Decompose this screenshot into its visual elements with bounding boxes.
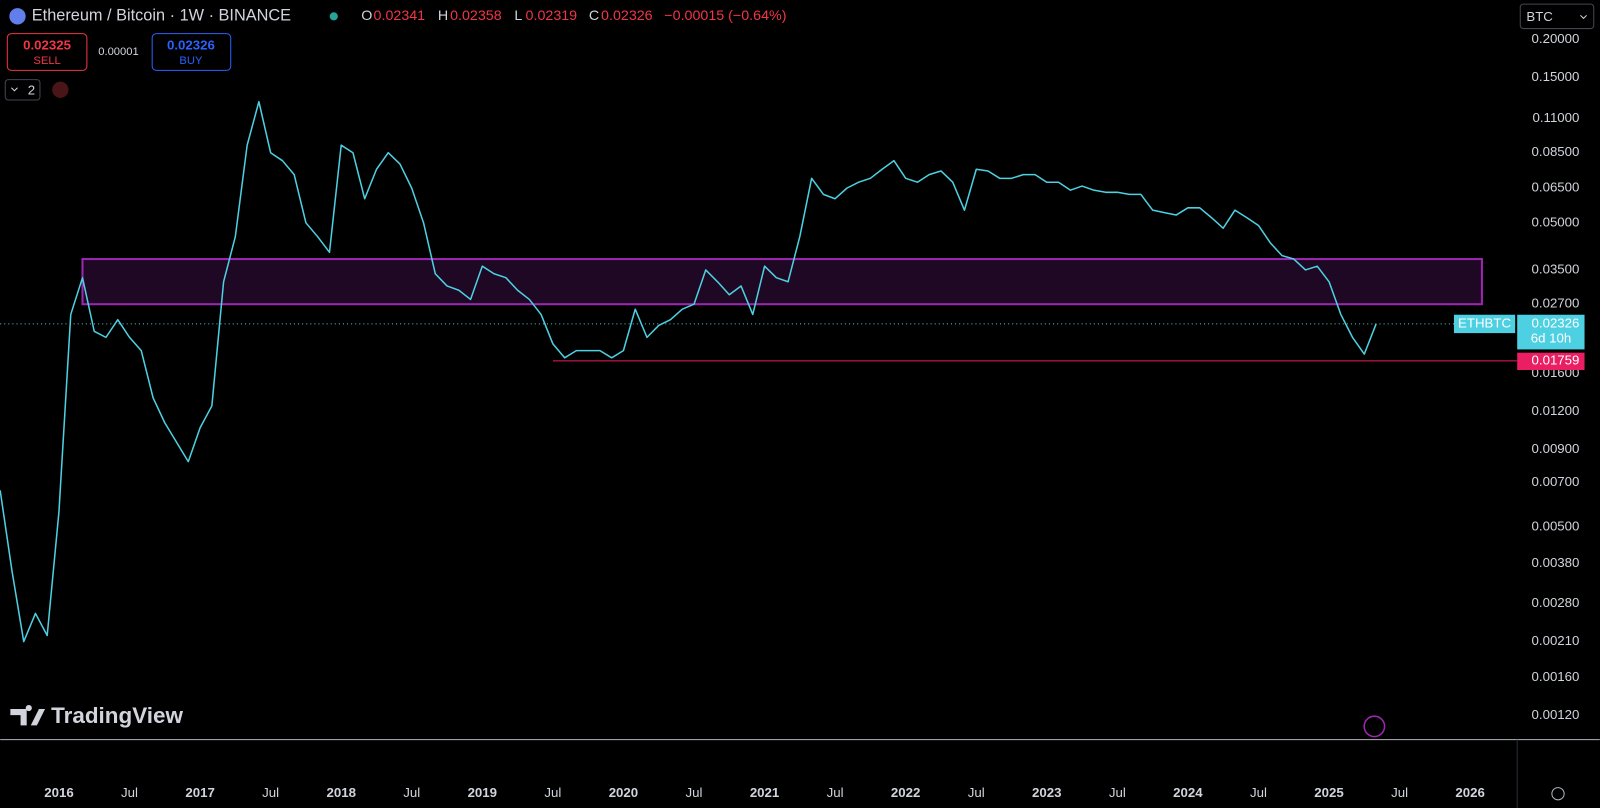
market-status bbox=[329, 12, 338, 21]
y-tick-label: 0.15000 bbox=[1532, 69, 1580, 84]
ohlc-label: L bbox=[514, 8, 522, 24]
price-tag-text: 0.02326 bbox=[1532, 315, 1580, 330]
indicator-count: 2 bbox=[28, 82, 35, 97]
symbol-icon bbox=[9, 8, 26, 25]
y-tick-label: 0.00120 bbox=[1532, 707, 1580, 722]
y-tick-label: 0.00700 bbox=[1532, 474, 1580, 489]
sell-price: 0.02325 bbox=[23, 37, 71, 52]
support-zone bbox=[81, 258, 1483, 306]
y-tick-label: 0.00380 bbox=[1532, 555, 1580, 570]
y-tick-label: 0.20000 bbox=[1532, 31, 1580, 46]
x-tick-label: Jul bbox=[1109, 785, 1126, 800]
x-tick-label: 2020 bbox=[609, 785, 638, 800]
brand-logo bbox=[10, 704, 46, 726]
x-tick-label: 2021 bbox=[750, 785, 779, 800]
y-tick-label: 0.00280 bbox=[1532, 595, 1580, 610]
y-tick-label: 0.03500 bbox=[1532, 261, 1580, 276]
x-tick-label: Jul bbox=[827, 785, 844, 800]
symbol-title: Ethereum / Bitcoin · 1W · BINANCE bbox=[32, 7, 291, 25]
sell-button[interactable] bbox=[6, 33, 88, 71]
y-tick-label: 0.06500 bbox=[1532, 180, 1580, 195]
currency: BTC bbox=[1526, 9, 1553, 24]
ohlc-value: 0.02319 bbox=[526, 8, 578, 24]
y-tick-label: 0.00500 bbox=[1532, 519, 1580, 534]
x-tick-label: 2026 bbox=[1455, 785, 1484, 800]
ohlc-label: H bbox=[438, 8, 448, 24]
x-tick-label: Jul bbox=[1391, 785, 1408, 800]
x-tick-label: Jul bbox=[121, 785, 138, 800]
price-tag bbox=[1517, 314, 1585, 350]
indicators-toggle[interactable] bbox=[4, 79, 41, 101]
buy-price: 0.02326 bbox=[167, 37, 215, 52]
x-tick-label: 2023 bbox=[1032, 785, 1061, 800]
y-tick-label: 0.00210 bbox=[1532, 633, 1580, 648]
y-tick-label: 0.00900 bbox=[1532, 441, 1580, 456]
ohlc-value: 0.02326 bbox=[601, 8, 653, 24]
spread: 0.00001 bbox=[98, 46, 139, 58]
ohlc-label: C bbox=[589, 8, 599, 24]
y-tick-label: 0.08500 bbox=[1532, 144, 1580, 159]
chevron bbox=[1580, 14, 1587, 20]
x-tick-label: 2016 bbox=[44, 785, 73, 800]
x-tick-label: 2025 bbox=[1314, 785, 1343, 800]
x-tick-label: Jul bbox=[544, 785, 561, 800]
buy-button[interactable] bbox=[151, 33, 232, 71]
y-tick-label: 0.05000 bbox=[1532, 214, 1580, 229]
chevron bbox=[11, 87, 18, 92]
x-tick-label: Jul bbox=[262, 785, 279, 800]
currency-select[interactable] bbox=[1519, 3, 1595, 30]
x-tick-label: 2017 bbox=[185, 785, 214, 800]
symbol-tag bbox=[1453, 314, 1516, 334]
ohlc-value: 0.02341 bbox=[374, 8, 426, 24]
ohlc-label: O bbox=[361, 8, 372, 24]
ohlc-value: 0.02358 bbox=[450, 8, 502, 24]
y-tick-label: 0.11000 bbox=[1533, 110, 1580, 125]
plot-area bbox=[0, 100, 1518, 643]
alert-icon bbox=[52, 81, 69, 98]
x-tick-label: 2022 bbox=[891, 785, 920, 800]
x-tick-label: 2019 bbox=[468, 785, 497, 800]
x-tick-label: 2024 bbox=[1173, 785, 1203, 800]
y-tick-label: 0.00160 bbox=[1532, 669, 1580, 684]
y-tick-label: 0.02700 bbox=[1532, 296, 1580, 311]
sell-label: SELL bbox=[33, 55, 60, 67]
ohlc-change: −0.00015 (−0.64%) bbox=[664, 8, 786, 24]
buy-label: BUY bbox=[179, 55, 203, 67]
y-tick-label: 0.01200 bbox=[1532, 403, 1580, 418]
brand: TradingView bbox=[51, 703, 183, 728]
x-tick-label: Jul bbox=[1250, 785, 1267, 800]
symbol-tag-text: ETHBTC bbox=[1458, 315, 1511, 330]
level-tag bbox=[1517, 352, 1585, 371]
x-tick-label: 2018 bbox=[326, 785, 355, 800]
price-line-series bbox=[0, 100, 1377, 643]
countdown: 6d 10h bbox=[1531, 331, 1572, 346]
level-tag-text: 0.01759 bbox=[1532, 352, 1580, 367]
x-tick-label: Jul bbox=[403, 785, 420, 800]
settings-icon[interactable] bbox=[1551, 787, 1565, 801]
flash-icon[interactable] bbox=[1363, 715, 1386, 738]
x-tick-label: Jul bbox=[968, 785, 985, 800]
x-tick-label: Jul bbox=[686, 785, 703, 800]
